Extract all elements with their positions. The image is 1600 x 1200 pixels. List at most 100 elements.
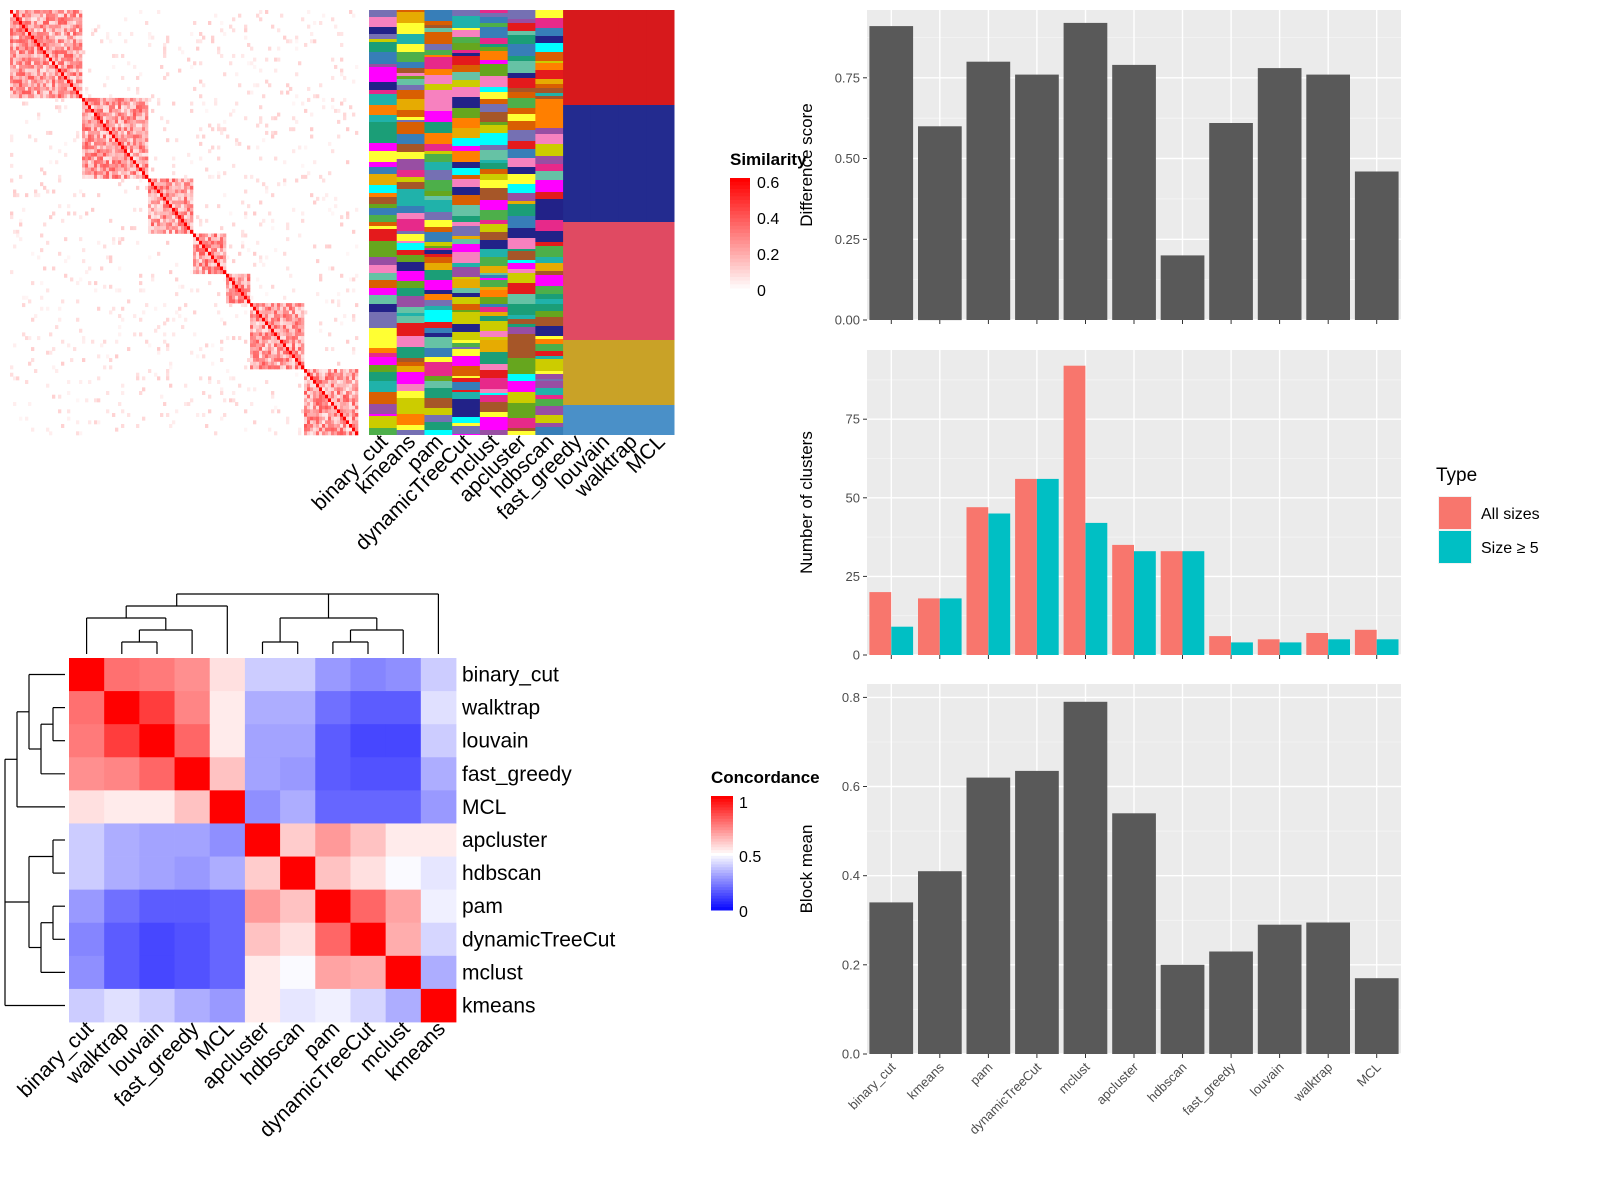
similarity-cell bbox=[220, 233, 224, 238]
similarity-cell bbox=[193, 61, 197, 66]
similarity-cell bbox=[94, 116, 98, 121]
similarity-cell bbox=[211, 248, 215, 253]
similarity-cell bbox=[232, 292, 236, 297]
similarity-cell bbox=[244, 409, 248, 414]
similarity-cell bbox=[271, 218, 275, 223]
similarity-cell bbox=[37, 116, 41, 121]
similarity-cell bbox=[292, 354, 296, 359]
similarity-cell bbox=[136, 163, 140, 168]
similarity-cell bbox=[340, 420, 344, 425]
similarity-cell bbox=[181, 200, 185, 205]
similarity-cell bbox=[55, 20, 59, 25]
similarity-cell bbox=[337, 31, 341, 36]
similarity-cell bbox=[187, 218, 191, 223]
similarity-cell bbox=[49, 31, 53, 36]
similarity-cell bbox=[49, 72, 53, 77]
similarity-legend-swatch bbox=[730, 192, 750, 197]
similarity-cell bbox=[49, 64, 53, 69]
similarity-cell bbox=[274, 306, 278, 311]
similarity-cell bbox=[322, 383, 326, 388]
similarity-cell bbox=[67, 255, 71, 260]
similarity-cell bbox=[76, 39, 80, 44]
similarity-cell bbox=[265, 358, 269, 363]
similarity-cell bbox=[253, 310, 257, 315]
similarity-cell bbox=[265, 185, 269, 190]
similarity-cell bbox=[295, 94, 299, 99]
assignment-cell bbox=[646, 340, 675, 405]
assignment-cell bbox=[424, 101, 453, 111]
similarity-cell bbox=[340, 215, 344, 220]
similarity-cell bbox=[76, 420, 80, 425]
similarity-cell bbox=[16, 229, 20, 234]
similarity-cell bbox=[151, 200, 155, 205]
similarity-cell bbox=[163, 200, 167, 205]
similarity-cell bbox=[106, 101, 110, 106]
similarity-cell bbox=[97, 101, 101, 106]
assignment-cell bbox=[479, 150, 509, 160]
similarity-cell bbox=[133, 314, 137, 319]
assignment-cell bbox=[507, 73, 536, 78]
similarity-cell bbox=[313, 431, 317, 436]
similarity-cell bbox=[349, 369, 353, 374]
similarity-cell bbox=[337, 424, 341, 428]
similarity-cell bbox=[307, 405, 311, 410]
assignment-cell bbox=[535, 406, 564, 415]
similarity-cell bbox=[268, 317, 272, 322]
similarity-cell bbox=[193, 86, 197, 91]
similarity-cell bbox=[37, 42, 41, 47]
concordance-cell bbox=[350, 757, 387, 791]
x-tick-label: binary_cut bbox=[845, 1059, 898, 1112]
similarity-cell bbox=[346, 383, 350, 388]
similarity-cell bbox=[274, 358, 278, 363]
bar bbox=[1015, 74, 1059, 320]
similarity-cell bbox=[124, 141, 128, 146]
similarity-cell bbox=[271, 303, 275, 308]
similarity-cell bbox=[259, 284, 263, 289]
similarity-cell bbox=[181, 215, 185, 220]
similarity-cell bbox=[184, 303, 188, 308]
similarity-cell bbox=[61, 39, 65, 44]
similarity-cell bbox=[67, 31, 71, 36]
similarity-cell bbox=[355, 64, 359, 69]
similarity-cell bbox=[151, 222, 155, 227]
concordance-cell bbox=[104, 955, 140, 990]
similarity-cell bbox=[85, 156, 89, 161]
similarity-cell bbox=[79, 20, 83, 25]
similarity-cell bbox=[145, 134, 149, 139]
similarity-cell bbox=[310, 394, 314, 399]
similarity-cell bbox=[166, 182, 170, 187]
similarity-cell bbox=[94, 130, 98, 135]
similarity-cell bbox=[112, 152, 116, 157]
similarity-cell bbox=[265, 255, 269, 260]
similarity-cell bbox=[277, 358, 281, 363]
similarity-cell bbox=[136, 127, 140, 132]
similarity-cell bbox=[304, 394, 308, 399]
similarity-cell bbox=[49, 10, 53, 14]
similarity-cell bbox=[25, 39, 29, 44]
similarity-cell bbox=[61, 64, 65, 69]
similarity-cell bbox=[22, 13, 26, 18]
similarity-cell bbox=[13, 79, 17, 84]
similarity-cell bbox=[310, 383, 314, 388]
similarity-cell bbox=[277, 350, 281, 355]
similarity-cell bbox=[199, 270, 203, 275]
similarity-cell bbox=[349, 10, 353, 14]
similarity-cell bbox=[334, 387, 338, 392]
similarity-cell bbox=[268, 339, 272, 344]
similarity-cell bbox=[247, 292, 251, 297]
similarity-cell bbox=[76, 299, 80, 304]
assignment-cell bbox=[424, 57, 453, 69]
similarity-cell bbox=[166, 372, 170, 377]
similarity-cell bbox=[331, 97, 335, 102]
similarity-cell bbox=[274, 325, 278, 330]
similarity-cell bbox=[52, 42, 56, 47]
similarity-cell bbox=[265, 130, 269, 135]
assignment-cell bbox=[507, 407, 536, 418]
similarity-cell bbox=[127, 145, 131, 150]
similarity-cell bbox=[13, 61, 17, 66]
similarity-cell bbox=[178, 196, 182, 201]
similarity-cell bbox=[343, 416, 347, 421]
similarity-cell bbox=[67, 57, 71, 62]
similarity-cell bbox=[196, 248, 200, 253]
assignment-cell bbox=[507, 101, 536, 108]
